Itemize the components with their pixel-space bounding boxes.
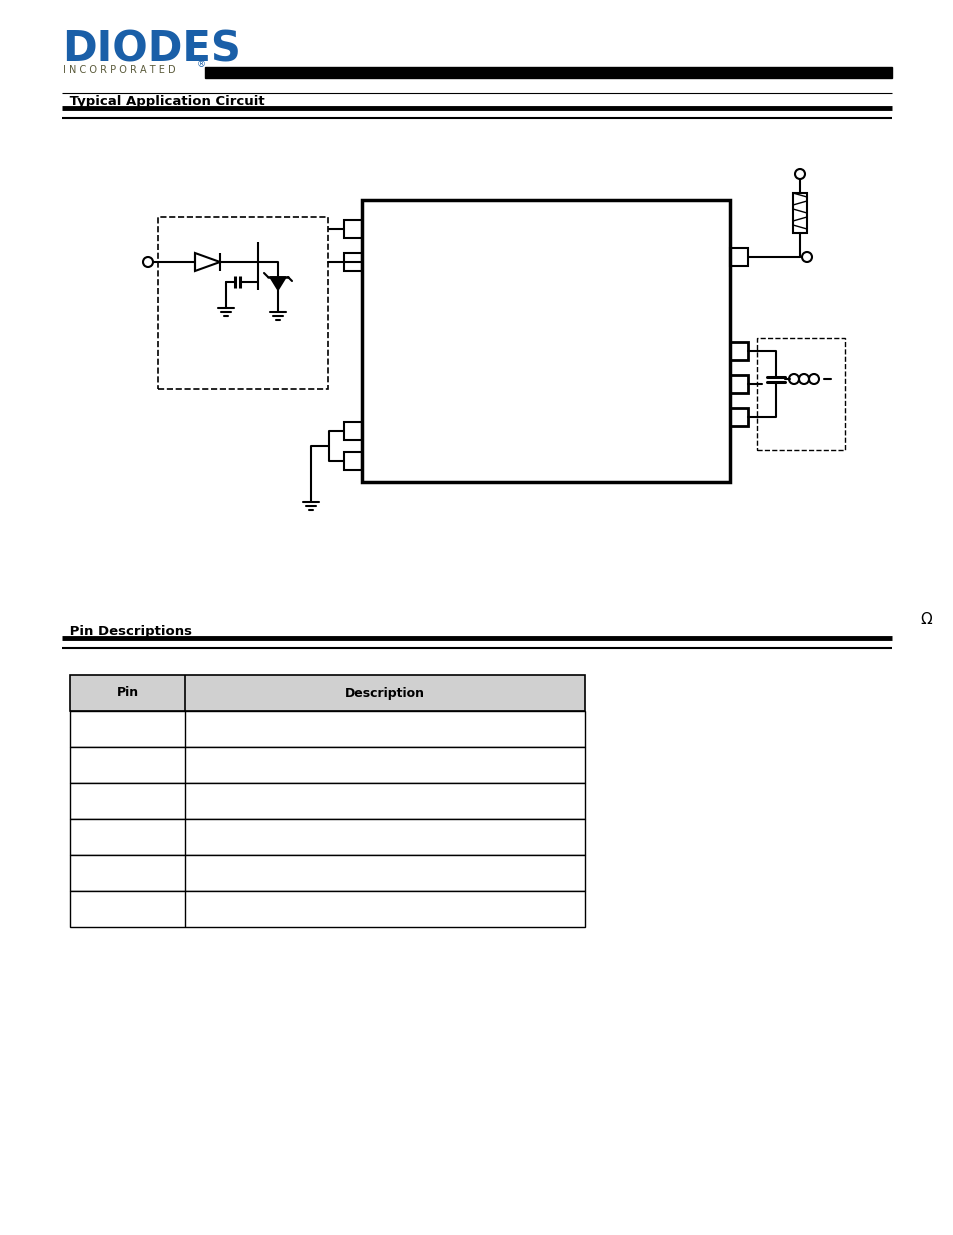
Bar — [70, 783, 584, 819]
Bar — [729, 408, 747, 426]
Bar — [70, 890, 584, 927]
Text: DIODES: DIODES — [62, 28, 240, 70]
Bar — [205, 67, 891, 78]
Bar — [70, 711, 584, 747]
Bar — [70, 819, 584, 855]
Text: Typical Application Circuit: Typical Application Circuit — [65, 95, 264, 107]
Bar — [344, 422, 361, 440]
Bar — [70, 747, 584, 783]
Bar — [757, 338, 844, 450]
Text: Ω: Ω — [919, 613, 931, 627]
Text: Pin: Pin — [116, 687, 138, 699]
Bar — [344, 220, 361, 238]
Bar — [792, 193, 806, 233]
Bar — [70, 855, 584, 890]
Text: I N C O R P O R A T E D: I N C O R P O R A T E D — [63, 65, 175, 75]
Polygon shape — [270, 277, 286, 290]
Bar — [729, 375, 747, 393]
Bar — [344, 253, 361, 270]
Text: Pin Descriptions: Pin Descriptions — [65, 625, 192, 638]
Bar — [361, 200, 729, 482]
Text: Description: Description — [345, 687, 424, 699]
Bar — [729, 342, 747, 359]
Text: ®: ® — [196, 61, 206, 69]
Bar — [729, 248, 747, 266]
Bar — [344, 452, 361, 471]
Bar — [70, 676, 584, 711]
Bar — [158, 217, 328, 389]
